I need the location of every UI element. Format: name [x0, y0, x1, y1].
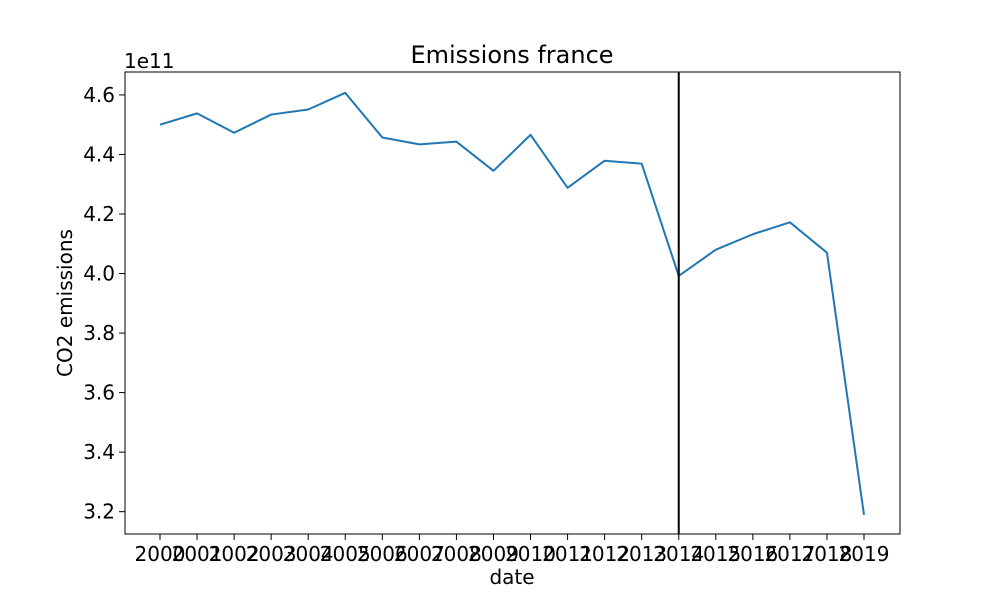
x-tick-label: 2013: [616, 542, 667, 566]
plot-area: 3.2 3.4 3.6 3.8 4.0 4.2 4.4 4.6 2000200120022003…: [83, 71, 901, 566]
y-tick-label: 4.6: [83, 83, 115, 107]
x-tick-label: 2017: [764, 542, 815, 566]
series-line: [159, 91, 865, 516]
y-tick-label: 4.0: [83, 262, 115, 286]
x-tick-label: 2009: [468, 542, 519, 566]
y-axis-label: CO2 emissions: [53, 229, 77, 377]
x-tick-label: 2018: [801, 542, 852, 566]
x-tick-label: 2010: [505, 542, 556, 566]
x-tick-label: 2008: [431, 542, 482, 566]
x-tick-label: 2012: [579, 542, 630, 566]
x-tick-label: 2007: [394, 542, 445, 566]
x-axis-label: date: [489, 565, 534, 589]
x-tick-label: 2000: [135, 542, 186, 566]
x-tick-label: 2011: [542, 542, 593, 566]
plot-frame: [124, 71, 901, 535]
x-tick-label: 2004: [283, 542, 334, 566]
y-tick-label: 4.2: [83, 202, 115, 226]
x-tick-label: 2002: [209, 542, 260, 566]
y-tick-label: 3.6: [83, 381, 115, 405]
y-scale-label: 1e11: [124, 49, 174, 73]
chart-title: Emissions france: [410, 41, 613, 69]
x-tick-label: 2006: [357, 542, 408, 566]
x-tick-label: 2014: [653, 542, 704, 566]
x-tick-label: 2016: [727, 542, 778, 566]
y-tick-label: 3.4: [83, 440, 115, 464]
y-tick-label: 3.2: [83, 500, 115, 524]
x-tick-label: 2001: [172, 542, 223, 566]
x-tick-label: 2005: [320, 542, 371, 566]
x-tick-label: 2019: [839, 542, 890, 566]
x-tick-label: 2015: [690, 542, 741, 566]
x-tick-label: 2003: [246, 542, 297, 566]
y-tick-label: 4.4: [83, 142, 115, 166]
y-tick-label: 3.8: [83, 321, 115, 345]
